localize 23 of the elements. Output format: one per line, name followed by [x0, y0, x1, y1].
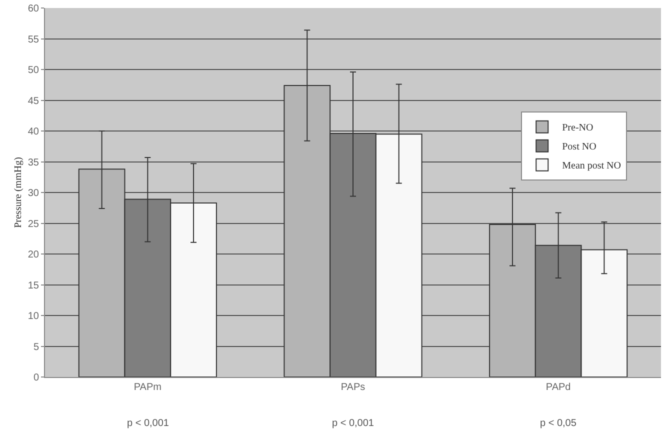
- y-tick-label: 50: [28, 65, 40, 76]
- y-tick-label: 35: [28, 157, 40, 168]
- y-tick-label: 25: [28, 218, 40, 230]
- y-tick-label: 40: [28, 126, 40, 138]
- y-axis-title: Pressure (mmHg): [12, 157, 24, 228]
- legend-label: Pre-NO: [562, 122, 594, 134]
- y-tick-label: 60: [28, 4, 40, 14]
- text: p < 0,001: [332, 418, 374, 429]
- x-tick-label: PAPm: [134, 382, 162, 393]
- y-tick-label: 55: [28, 34, 40, 46]
- legend-label: Post NO: [562, 142, 596, 153]
- x-tick-label: PAPd: [546, 382, 571, 393]
- text: p < 0,001: [127, 418, 170, 429]
- y-tick-label: 15: [28, 280, 40, 292]
- y-tick-label: 20: [28, 250, 40, 260]
- legend-label: Mean post NO: [562, 160, 622, 172]
- x-tick-label: PAPs: [340, 382, 366, 393]
- y-tick-label: 0: [33, 372, 40, 384]
- y-tick-label: 30: [28, 188, 40, 199]
- y-tick-label: 5: [33, 342, 40, 353]
- text: p < 0,05: [540, 418, 577, 429]
- y-tick-label: 45: [28, 96, 40, 107]
- y-tick-label: 10: [28, 311, 40, 322]
